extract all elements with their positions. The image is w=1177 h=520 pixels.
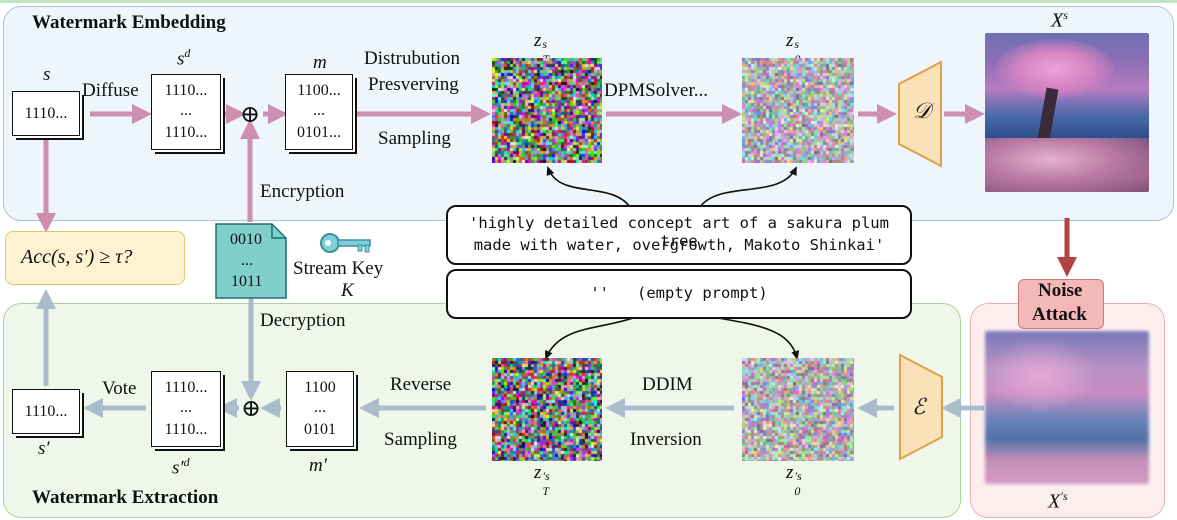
acc-box — [5, 231, 185, 285]
label-sampling: Sampling — [378, 128, 451, 149]
label-s: s — [43, 64, 51, 85]
doc-m-prime-line3: 0101 — [304, 421, 336, 438]
label-stream-key-var: K — [341, 280, 354, 301]
text-prompt-box: 'highly detailed concept art of a sakura… — [446, 205, 912, 265]
noise-attack-badge — [1018, 279, 1104, 329]
key-doc-line2: ... — [241, 252, 253, 269]
doc-m-prime-line1: 1100 — [304, 379, 336, 396]
label-reverse-sampling: Sampling — [384, 429, 457, 450]
doc-m-line3: 0101... — [297, 124, 341, 141]
doc-m-prime-line2: ... — [314, 399, 326, 416]
doc-s: 1110... — [12, 91, 80, 136]
label-s-prime: s′ — [38, 438, 50, 459]
label-vote: Vote — [102, 378, 137, 399]
label-s-prime-d: s′d — [172, 455, 190, 479]
embedding-title: Watermark Embedding — [32, 12, 226, 33]
curve-prompt-z0 — [699, 166, 797, 208]
doc-s-prime: 1110... — [12, 389, 80, 434]
doc-sd: 1110... ... 1110... — [151, 74, 221, 150]
label-decryption: Decryption — [260, 310, 346, 331]
key-doc-line3: 1011 — [231, 273, 263, 290]
label-ddim: DDIM — [642, 374, 693, 395]
encoder-label: ℰ — [912, 394, 926, 419]
extraction-title: Watermark Extraction — [32, 487, 219, 508]
doc-s-prime-d-line1: 1110... — [164, 379, 208, 396]
xor-icon-bottom: ⊕ — [241, 396, 262, 422]
latent-z0s-noise — [742, 58, 854, 163]
image-xs-label: Xs — [1051, 8, 1068, 32]
doc-s-prime-d-line3: 1110... — [164, 421, 208, 438]
noise-attack-line2: Attack — [1032, 304, 1087, 325]
label-diffuse: Diffuse — [82, 80, 139, 101]
doc-m-line2: ... — [313, 102, 325, 119]
image-xs — [985, 33, 1149, 192]
encoder-icon — [899, 353, 943, 461]
latent-z0s-label: zs0 — [786, 30, 800, 66]
doc-sd-line1: 1110... — [164, 82, 208, 99]
latent-zTs-prime-noise — [492, 358, 602, 461]
doc-s-prime-d-line2: ... — [180, 399, 192, 416]
curve-empty-zT — [545, 316, 637, 360]
text-prompt-line2: made with water, overgrowth, Makoto Shin… — [473, 236, 885, 254]
label-inversion: Inversion — [630, 429, 702, 450]
doc-sd-line2: ... — [180, 102, 192, 119]
doc-s-prime-d: 1110... ... 1110... — [151, 371, 221, 447]
key-doc-shape — [215, 223, 287, 299]
doc-s-line: 1110... — [24, 105, 68, 122]
doc-s-prime-line: 1110... — [24, 403, 68, 420]
label-distribution: Distrubution — [364, 48, 461, 69]
doc-m-prime: 1100 ... 0101 — [286, 371, 354, 447]
doc-m-line1: 1100... — [297, 82, 341, 99]
latent-zTs-prime-label: z ′s T — [534, 462, 550, 498]
decoder-label: 𝒟 — [913, 98, 931, 123]
decoder-icon — [898, 60, 942, 168]
curve-prompt-zT — [546, 166, 631, 208]
latent-z0s-prime-label: z ′s 0 — [786, 462, 802, 498]
label-m-prime: m′ — [309, 455, 327, 476]
key-icon — [320, 233, 371, 253]
label-stream-key: Stream Key — [293, 258, 384, 279]
latent-zTs-label: zsT — [534, 30, 549, 66]
label-m: m — [313, 52, 327, 73]
label-sd: sd — [177, 46, 191, 70]
key-doc-line1: 0010 — [230, 231, 262, 248]
latent-zTs-noise — [492, 58, 602, 163]
top-border-line — [0, 0, 1177, 3]
label-preserving: Presverving — [368, 74, 459, 95]
acc-label: Acc(s, s′) ≥ τ? — [21, 246, 133, 268]
label-reverse: Reverse — [390, 374, 452, 395]
noise-attack-line1: Noise — [1038, 280, 1083, 301]
doc-sd-line3: 1110... — [164, 124, 208, 141]
empty-prompt-text: '' (empty prompt) — [590, 284, 768, 302]
label-encryption: Encryption — [260, 181, 345, 202]
curve-empty-z0 — [711, 316, 800, 360]
image-xs-prime — [985, 331, 1149, 484]
empty-prompt-box: '' (empty prompt) — [446, 269, 912, 319]
xor-icon-top: ⊕ — [240, 102, 261, 128]
latent-z0s-prime-noise — [742, 358, 854, 461]
text-prompt-line1: 'highly detailed concept art of a sakura… — [469, 214, 889, 250]
doc-m: 1100... ... 0101... — [285, 74, 353, 150]
label-dpmsolver: DPMSolver... — [604, 80, 708, 101]
image-xs-prime-label: X′s — [1048, 489, 1068, 513]
